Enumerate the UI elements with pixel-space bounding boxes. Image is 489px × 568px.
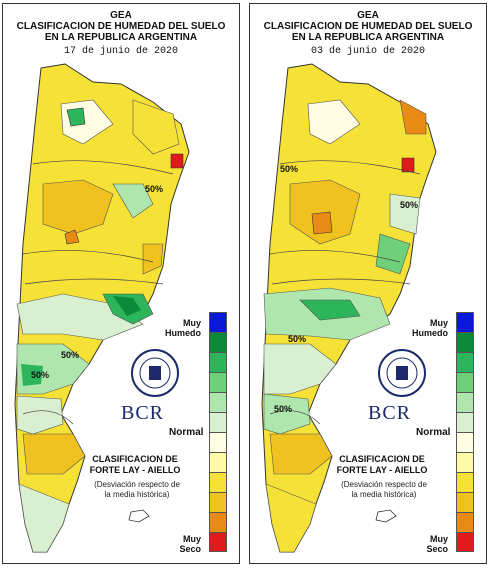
map-title: CLASIFICACION DE HUMEDAD DEL SUELO — [16, 21, 226, 32]
legend-normal: Normal — [169, 427, 204, 438]
legend-swatch — [209, 512, 227, 532]
legend-swatch — [209, 432, 227, 452]
legend-swatch — [209, 452, 227, 472]
map-date: 17 de junio de 2020 — [63, 46, 179, 57]
legend-clasificacion: CLASIFICACION DE — [92, 454, 178, 464]
legend-swatch — [456, 412, 474, 432]
map-subtitle: EN LA REPUBLICA ARGENTINA — [291, 32, 445, 43]
map-panel-03-junio: GEA CLASIFICACION DE HUMEDAD DEL SUELO E… — [249, 3, 487, 564]
argentina-map — [14, 63, 190, 553]
legend-swatch — [209, 392, 227, 412]
legend-swatch — [456, 432, 474, 452]
legend-swatch — [209, 372, 227, 392]
legend-desviacion: (Desviación respecto de la media históri… — [341, 480, 427, 499]
isoline-label: 50% — [31, 370, 50, 380]
legend-swatch — [456, 312, 474, 332]
legend-muy-seco: Muy Seco — [179, 534, 201, 554]
legend-color-scale — [456, 312, 474, 552]
legend-desviacion: (Desviación respecto de la media históri… — [94, 480, 180, 499]
map-date: 03 de junio de 2020 — [310, 46, 426, 57]
legend-swatch — [456, 392, 474, 412]
legend-swatch — [209, 312, 227, 332]
isoline-label: 50% — [288, 334, 307, 344]
legend-clasificacion: CLASIFICACION DE — [339, 454, 425, 464]
legend-muy-humedo: Muy Humedo — [165, 318, 201, 338]
legend-swatch — [209, 352, 227, 372]
legend-color-scale — [209, 312, 227, 552]
legend-swatch — [209, 532, 227, 552]
isoline-label: 50% — [400, 200, 419, 210]
legend-swatch — [456, 452, 474, 472]
legend-swatch — [456, 472, 474, 492]
argentina-map — [261, 63, 437, 553]
isoline-label: 50% — [61, 350, 80, 360]
legend-swatch — [209, 472, 227, 492]
legend-normal: Normal — [416, 427, 451, 438]
legend-muy-humedo: Muy Humedo — [412, 318, 448, 338]
map-title-gea: GEA — [110, 10, 132, 21]
bcr-logo-text: BCR — [368, 402, 412, 424]
isoline-label: 50% — [145, 184, 164, 194]
map-panel-17-junio: GEA CLASIFICACION DE HUMEDAD DEL SUELO E… — [2, 3, 240, 564]
map-title: CLASIFICACION DE HUMEDAD DEL SUELO — [263, 21, 473, 32]
legend-swatch — [456, 352, 474, 372]
map-title-gea: GEA — [357, 10, 379, 21]
legend-swatch — [209, 492, 227, 512]
legend-forte-lay: FORTE LAY - AIELLO — [336, 465, 428, 475]
isoline-label: 50% — [274, 404, 293, 414]
legend-forte-lay: FORTE LAY - AIELLO — [89, 465, 181, 475]
legend-swatch — [456, 332, 474, 352]
bcr-logo-text: BCR — [121, 402, 165, 424]
isoline-label: 50% — [280, 164, 299, 174]
legend-swatch — [209, 332, 227, 352]
legend-swatch — [456, 372, 474, 392]
bolsa-comercio-seal — [378, 349, 426, 397]
legend-swatch — [456, 532, 474, 552]
bolsa-comercio-seal — [131, 349, 179, 397]
legend-swatch — [456, 512, 474, 532]
legend-swatch — [456, 492, 474, 512]
legend-swatch — [209, 412, 227, 432]
map-subtitle: EN LA REPUBLICA ARGENTINA — [44, 32, 198, 43]
legend-muy-seco: Muy Seco — [426, 534, 448, 554]
